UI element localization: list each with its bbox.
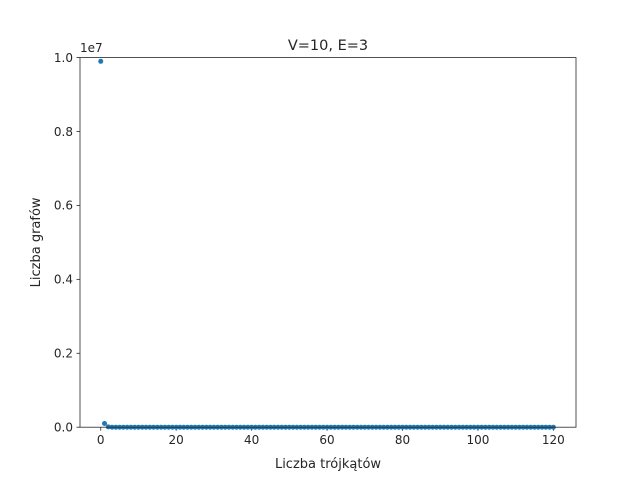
plot-frame <box>79 57 577 428</box>
x-tick-label: 80 <box>395 433 410 447</box>
y-axis-ticks: 0.0 0.2 0.4 0.6 0.8 1.0 <box>54 51 80 435</box>
x-tick-label: 60 <box>319 433 334 447</box>
y-tick-label: 0.8 <box>54 125 73 139</box>
y-tick-label: 0.4 <box>54 273 73 287</box>
plot-area <box>80 57 576 428</box>
data-point <box>98 58 104 64</box>
x-tick-label: 40 <box>244 433 259 447</box>
y-axis-scale-label: 1e7 <box>80 41 103 55</box>
x-tick-label: 100 <box>466 433 489 447</box>
x-tick-label: 0 <box>97 433 105 447</box>
x-axis-label: Liczba trójkątów <box>275 457 381 472</box>
y-axis-label: Liczba grafów <box>29 197 44 287</box>
y-tick-label: 0.2 <box>54 347 73 361</box>
x-tick-label: 120 <box>542 433 565 447</box>
chart-title: V=10, E=3 <box>288 38 368 54</box>
y-tick-label: 0.6 <box>54 199 73 213</box>
y-tick-label: 0.0 <box>54 421 73 435</box>
x-tick-label: 20 <box>169 433 184 447</box>
y-tick-label: 1.0 <box>54 51 73 65</box>
data-point <box>102 421 108 427</box>
